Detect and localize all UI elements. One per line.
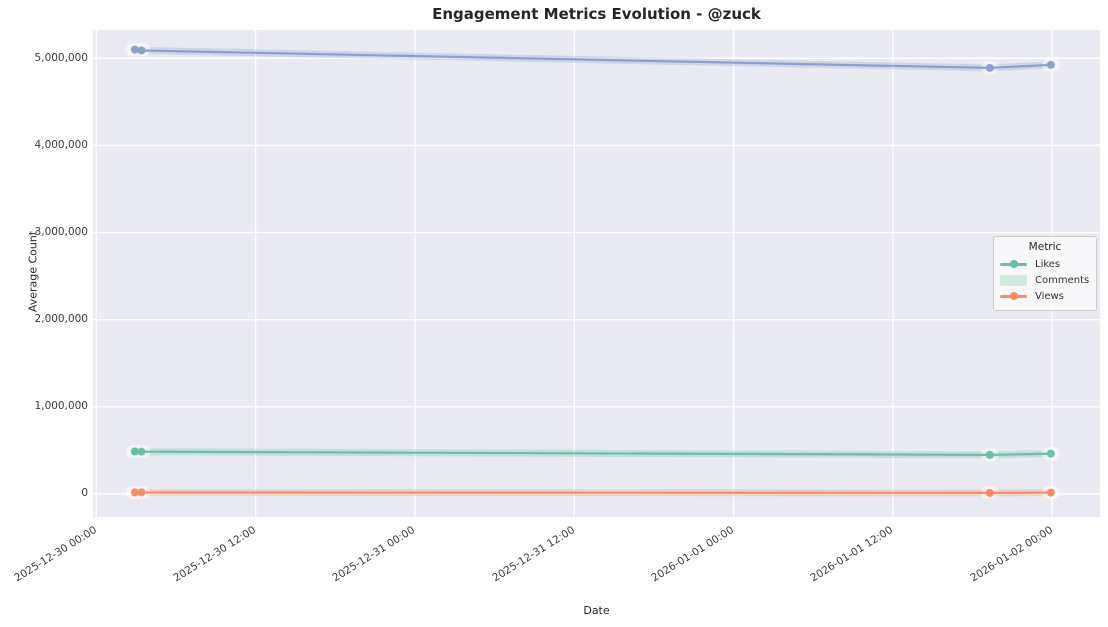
series-marker-likes xyxy=(137,447,146,456)
y-tick-label: 0 xyxy=(81,487,88,500)
series-marker-views xyxy=(1046,488,1055,497)
series-marker-views xyxy=(130,488,139,497)
y-tick-label: 4,000,000 xyxy=(34,138,88,151)
legend-entry-1: Comments xyxy=(1000,272,1090,288)
legend-patch-swatch-comments xyxy=(1000,274,1027,286)
legend-label-views: Views xyxy=(1035,290,1064,302)
series-marker-views xyxy=(137,488,146,497)
legend-title: Metric xyxy=(1028,241,1062,253)
legend-label-likes: Likes xyxy=(1035,258,1061,270)
y-tick-label: 3,000,000 xyxy=(34,226,88,239)
legend-entry-2: Views xyxy=(1000,288,1090,304)
chart-title: Engagement Metrics Evolution - @zuck xyxy=(432,5,761,23)
series-marker-views xyxy=(985,488,994,497)
legend-line-marker-swatch-views xyxy=(1000,291,1027,301)
legend-entry-0: Likes xyxy=(1000,256,1090,272)
y-tick-label: 1,000,000 xyxy=(34,400,88,413)
legend-line-marker-swatch-likes xyxy=(1000,259,1027,269)
series-marker-comments xyxy=(137,46,146,55)
x-axis-label: Date xyxy=(583,604,610,617)
y-tick-label: 5,000,000 xyxy=(34,51,88,64)
series-marker-likes xyxy=(985,450,994,459)
series-marker-comments xyxy=(985,63,994,72)
y-tick-label: 2,000,000 xyxy=(34,313,88,326)
series-marker-likes xyxy=(130,447,139,456)
y-axis-label: Average Count xyxy=(26,230,40,313)
legend: Metric Likes Comments Views xyxy=(993,236,1097,311)
legend-label-comments: Comments xyxy=(1035,274,1090,286)
plot-area xyxy=(93,30,1100,517)
series-marker-likes xyxy=(1046,449,1055,458)
series-marker-comments xyxy=(1046,60,1055,69)
series-marker-comments xyxy=(130,45,139,54)
